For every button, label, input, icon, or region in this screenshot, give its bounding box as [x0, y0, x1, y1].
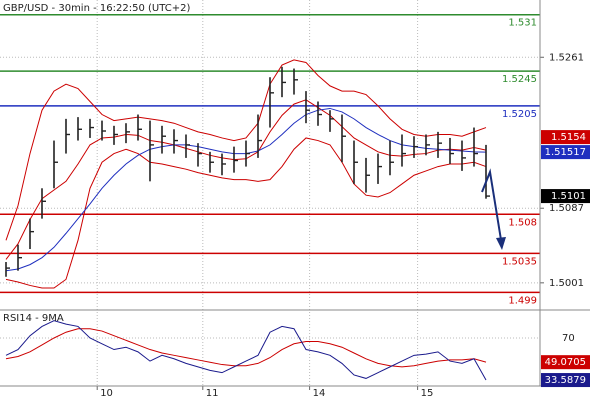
value-box-label: 1.51517 — [545, 147, 586, 158]
forecast-arrowhead — [496, 237, 506, 250]
value-box-label: 1.5101 — [551, 191, 586, 202]
indicator-line — [5, 137, 487, 289]
value-box — [541, 373, 590, 388]
y-tick-label: 1.5261 — [549, 52, 584, 63]
level-label: 1.531 — [508, 18, 537, 29]
x-tick-label: 10 — [100, 388, 113, 399]
rsi-line — [5, 320, 487, 381]
level-label: 1.5245 — [502, 74, 537, 85]
x-tick-label: 14 — [313, 388, 326, 399]
value-box — [541, 145, 590, 160]
chart-title: GBP/USD - 30min - 16:22:50 (UTC+2) — [3, 3, 190, 14]
rsi-line — [5, 328, 487, 368]
plot-layer: 1.531 1.5245 1.5205 1.508 1.5035 1.499 — [0, 0, 544, 390]
forecast-arrow — [481, 168, 503, 247]
value-box-label: 33.5879 — [545, 375, 586, 386]
indicator-line — [5, 59, 487, 241]
level-label: 1.508 — [508, 217, 537, 228]
value-box — [541, 355, 590, 370]
x-tick-label: 15 — [421, 388, 434, 399]
x-tick-label: 11 — [206, 388, 219, 399]
level-label: 1.499 — [508, 295, 537, 306]
value-box-label: 1.5154 — [551, 132, 586, 143]
level-label: 1.5205 — [502, 109, 537, 120]
y-tick-label: 70 — [562, 333, 575, 344]
value-box-label: 49.0705 — [545, 357, 586, 368]
y-tick-label: 1.5087 — [549, 203, 584, 214]
y-tick-label: 1.5001 — [549, 278, 584, 289]
value-box — [541, 189, 590, 204]
level-label: 1.5035 — [502, 256, 537, 267]
value-box — [541, 130, 590, 145]
rsi-title: RSI14 - 9MA — [3, 313, 64, 324]
